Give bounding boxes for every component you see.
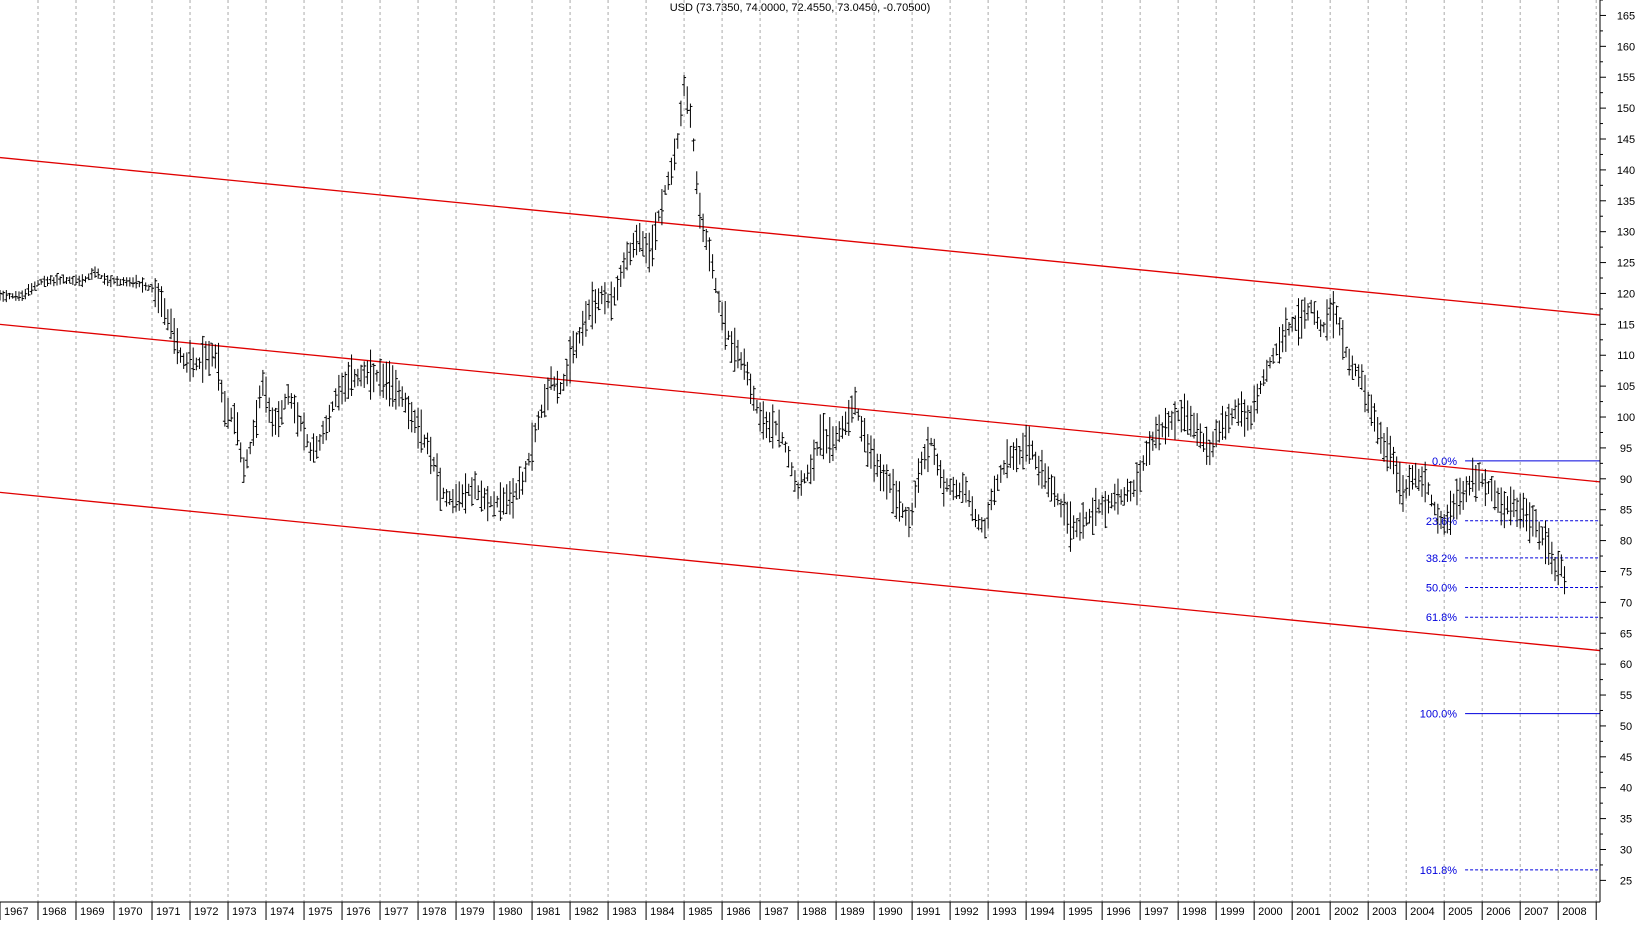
x-tick-label: 1978: [422, 906, 446, 918]
y-axis: 25 30 35 40 45 50 55 60 65 70 75 80 85 90 95 100 105 110 1…: [1599, 0, 1635, 902]
y-tick-label: 70: [1620, 597, 1632, 609]
y-tick-label: 115: [1617, 319, 1635, 331]
x-tick-label: 1992: [954, 906, 978, 918]
fib-level-label: 61.8%: [1426, 612, 1457, 624]
y-tick-label: 45: [1620, 752, 1632, 764]
y-tick-label: 135: [1617, 196, 1635, 208]
y-tick-label: 150: [1617, 103, 1635, 115]
channel-line: [0, 491, 1601, 652]
y-tick-label: 100: [1617, 412, 1635, 424]
fib-level-label: 23.6%: [1426, 516, 1457, 528]
fib-level-label: 38.2%: [1426, 553, 1457, 565]
x-tick-label: 1976: [346, 906, 370, 918]
x-tick-label: 1998: [1182, 906, 1206, 918]
x-tick-label: 1979: [460, 906, 484, 918]
x-tick-label: 1985: [688, 906, 712, 918]
x-tick-label: 1971: [156, 906, 180, 918]
x-tick-label: 1997: [1144, 906, 1168, 918]
channel-line: [0, 323, 1601, 483]
x-tick-label: 1983: [612, 906, 636, 918]
x-axis: 1967 1968 1969 1970 1971 1972 1973 1974 1975 1976…: [0, 901, 1600, 920]
x-tick-label: 1968: [42, 906, 66, 918]
x-tick-label: 1982: [574, 906, 598, 918]
y-tick-label: 165: [1617, 10, 1635, 22]
x-tick-label: 1999: [1220, 906, 1244, 918]
y-tick-label: 30: [1620, 844, 1632, 856]
x-tick-label: 1994: [1030, 906, 1054, 918]
trend-channel: [0, 156, 1601, 652]
fib-level-label: 0.0%: [1432, 456, 1457, 468]
y-tick-label: 80: [1620, 536, 1632, 548]
x-tick-label: 1986: [726, 906, 750, 918]
y-tick-label: 65: [1620, 628, 1632, 640]
y-tick-label: 85: [1620, 505, 1632, 517]
y-tick-label: 55: [1620, 690, 1632, 702]
fib-level-label: 100.0%: [1420, 709, 1458, 721]
x-tick-label: 2000: [1258, 906, 1282, 918]
x-tick-label: 1984: [650, 906, 674, 918]
y-tick-label: 125: [1617, 258, 1635, 270]
x-tick-label: 1972: [194, 906, 218, 918]
x-tick-label: 1995: [1068, 906, 1092, 918]
chart-title: USD (73.7350, 74.0000, 72.4550, 73.0450,…: [669, 2, 931, 14]
y-tick-label: 60: [1620, 659, 1632, 671]
x-tick-label: 1970: [118, 906, 142, 918]
y-tick-label: 140: [1617, 165, 1635, 177]
x-tick-label: 1981: [536, 906, 560, 918]
x-tick-label: 2003: [1372, 906, 1396, 918]
x-tick-label: 1974: [270, 906, 294, 918]
x-tick-label: 1991: [916, 906, 940, 918]
x-tick-label: 1989: [840, 906, 864, 918]
price-series: [0, 75, 1567, 595]
fibonacci-levels: 0.0% 23.6% 38.2% 50.0% 61.8% 100.0% 161.8%: [1420, 456, 1600, 877]
x-tick-label: 1973: [232, 906, 256, 918]
x-tick-label: 1990: [878, 906, 902, 918]
x-tick-label: 2007: [1524, 906, 1548, 918]
fib-level-label: 50.0%: [1426, 583, 1457, 595]
x-tick-label: 1969: [80, 906, 104, 918]
y-tick-label: 160: [1617, 41, 1635, 53]
x-tick-label: 2005: [1448, 906, 1472, 918]
channel-line: [0, 156, 1601, 316]
y-tick-label: 35: [1620, 814, 1632, 826]
y-tick-label: 120: [1617, 288, 1635, 300]
y-tick-label: 155: [1617, 72, 1635, 84]
x-tick-label: 1980: [498, 906, 522, 918]
x-tick-label: 2006: [1486, 906, 1510, 918]
x-tick-label: 1977: [384, 906, 408, 918]
x-tick-label: 1996: [1106, 906, 1130, 918]
x-tick-label: 1967: [4, 906, 28, 918]
fib-level-label: 161.8%: [1420, 865, 1458, 877]
x-tick-label: 1987: [764, 906, 788, 918]
y-tick-label: 40: [1620, 783, 1632, 795]
x-tick-label: 2001: [1296, 906, 1320, 918]
y-tick-label: 90: [1620, 474, 1632, 486]
x-tick-label: 2004: [1410, 906, 1434, 918]
x-tick-label: 1988: [802, 906, 826, 918]
y-tick-label: 105: [1617, 381, 1635, 393]
y-tick-label: 110: [1617, 350, 1635, 362]
x-tick-label: 2008: [1562, 906, 1586, 918]
y-tick-label: 75: [1620, 566, 1632, 578]
x-tick-label: 2002: [1334, 906, 1358, 918]
y-tick-label: 50: [1620, 721, 1632, 733]
x-tick-label: 1993: [992, 906, 1016, 918]
y-tick-label: 145: [1617, 134, 1635, 146]
y-tick-label: 130: [1617, 227, 1635, 239]
y-tick-label: 25: [1620, 875, 1632, 887]
y-tick-label: 95: [1620, 443, 1632, 455]
x-tick-label: 1975: [308, 906, 332, 918]
